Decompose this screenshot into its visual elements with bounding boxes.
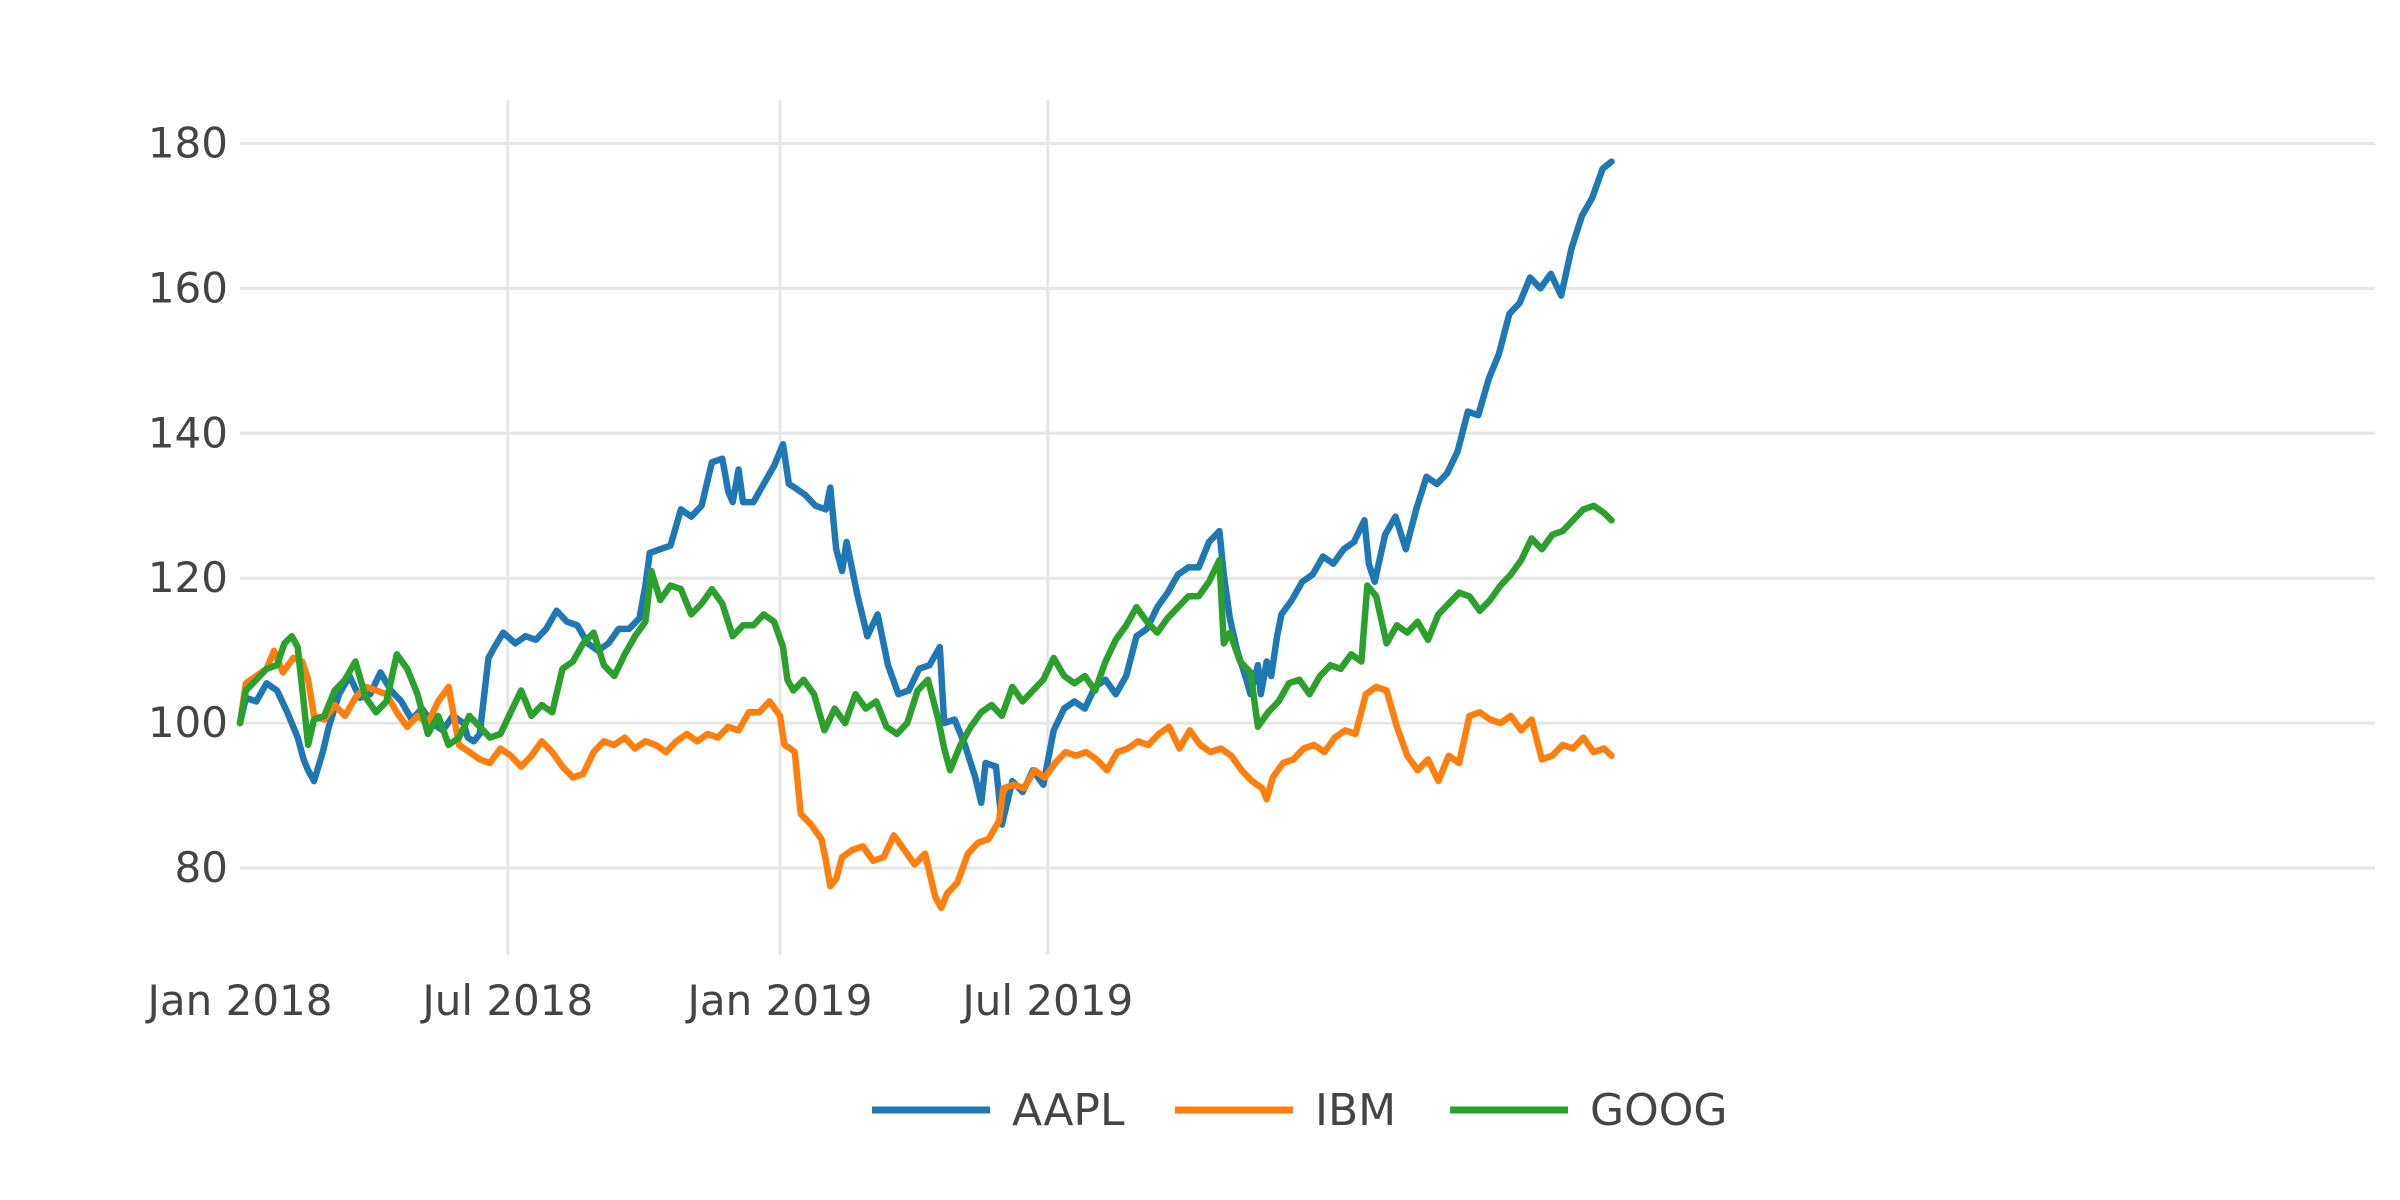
series-line-aapl xyxy=(236,158,1615,828)
x-tick-label: Jul 2018 xyxy=(419,976,593,1025)
series-line-ibm xyxy=(236,647,1615,912)
legend-item-goog[interactable]: GOOG xyxy=(1450,1085,1727,1136)
y-tick-label: 160 xyxy=(148,263,228,312)
y-tick-label: 100 xyxy=(148,698,228,747)
legend-item-aapl[interactable]: AAPL xyxy=(872,1085,1125,1136)
legend-label: IBM xyxy=(1315,1085,1396,1136)
gridlines xyxy=(240,100,2375,955)
x-tick-label: Jul 2019 xyxy=(959,976,1133,1025)
x-axis-tick-labels: Jan 2018 Jul 2018 Jan 2019 Jul 2019 xyxy=(145,976,1134,1025)
y-axis-tick-labels: 80 100 120 140 160 180 xyxy=(148,118,228,892)
legend-item-ibm[interactable]: IBM xyxy=(1175,1085,1396,1136)
y-tick-label: 80 xyxy=(175,843,228,892)
y-tick-label: 180 xyxy=(148,118,228,167)
series-line-goog xyxy=(236,502,1615,774)
x-tick-label: Jan 2019 xyxy=(685,976,873,1025)
legend-label: AAPL xyxy=(1012,1085,1125,1136)
x-tick-label: Jan 2018 xyxy=(145,976,333,1025)
plot-area xyxy=(236,158,1615,912)
y-tick-label: 120 xyxy=(148,553,228,602)
y-tick-label: 140 xyxy=(148,408,228,457)
legend[interactable]: AAPL IBM GOOG xyxy=(872,1085,1727,1136)
legend-label: GOOG xyxy=(1590,1085,1727,1136)
